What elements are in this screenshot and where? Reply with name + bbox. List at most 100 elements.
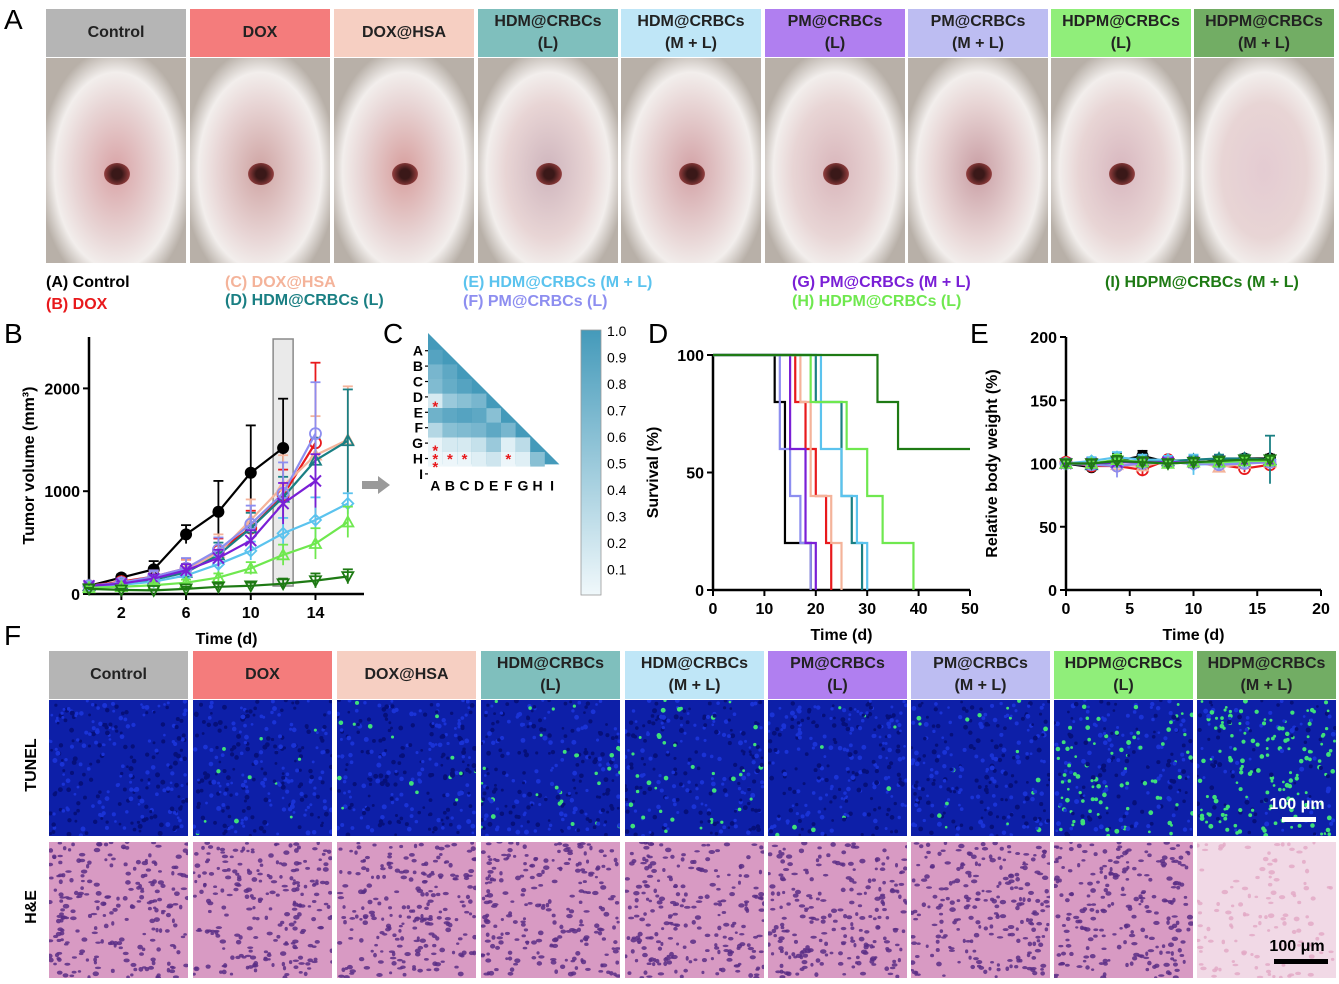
tunel-image-8 (1197, 700, 1336, 836)
x-tick-label: 50 (961, 601, 979, 618)
data-point (244, 466, 257, 479)
col-label: H (532, 477, 542, 493)
heatmap-cell (428, 451, 443, 467)
tunel-image-2 (337, 700, 476, 836)
heatmap-cell (457, 378, 472, 394)
colorbar-tick-label: 0.4 (607, 482, 627, 498)
significance-star: * (447, 451, 453, 468)
data-point (1109, 455, 1125, 469)
header-group-1: DOX (190, 9, 330, 57)
row-label: E (414, 404, 423, 420)
heatmap-cell (457, 393, 472, 409)
y-tick-label: 0 (71, 587, 80, 604)
data-point (211, 581, 226, 595)
header-group-7: HDPM@CRBCs (L) (1051, 9, 1191, 57)
data-point (276, 497, 290, 510)
data-point (1237, 454, 1252, 468)
x-tick-label: 5 (1125, 601, 1134, 618)
row-label: H (413, 451, 423, 467)
significance-star: * (505, 451, 511, 468)
y-tick-label: 0 (695, 583, 704, 600)
header-group-2: DOX@HSA (334, 9, 474, 57)
data-point (243, 560, 258, 574)
survival-curve-E (713, 353, 869, 590)
heatmap-cell (428, 422, 443, 438)
col-label: E (489, 477, 498, 493)
heatmap-cell (457, 437, 472, 452)
he-scale-line (1274, 959, 1328, 964)
significance-star: * (432, 398, 438, 415)
tunel-image-3 (481, 700, 620, 836)
tunel-image-1 (193, 700, 332, 836)
heatmap-cell (457, 451, 472, 467)
survival-curve-C (713, 353, 843, 590)
x-tick-label: 15 (1248, 601, 1266, 618)
data-point (212, 505, 225, 518)
data-point (1058, 458, 1074, 471)
tunel-scale-line (1282, 817, 1316, 822)
data-point (308, 536, 323, 549)
colorbar (580, 329, 602, 596)
heatmap-cell (442, 422, 458, 438)
data-point (114, 584, 129, 598)
col-label: B (445, 477, 455, 493)
header-group-8: HDPM@CRBCs (M + L) (1194, 9, 1334, 57)
survival-curve-H (713, 353, 915, 590)
colorbar-tick-label: 0.6 (607, 429, 627, 445)
x-tick-label: 20 (1312, 601, 1330, 618)
data-point (81, 583, 97, 597)
colorbar-tick-label: 0.9 (607, 350, 627, 366)
histology-header-3: HDM@CRBCs (L) (481, 651, 620, 699)
legend-item-c: (C) DOX@HSA (225, 274, 336, 291)
data-point (340, 514, 355, 528)
heatmap-cell (501, 422, 516, 438)
heatmap-cell (471, 393, 487, 409)
histology-header-0: Control (49, 651, 188, 699)
row-label: C (413, 374, 423, 390)
heatmap-cell (428, 393, 443, 409)
colorbar-tick-label: 0.3 (607, 509, 627, 525)
heatmap-cell (457, 408, 472, 423)
row-label: I (419, 466, 423, 482)
y-tick-label: 2000 (44, 381, 80, 398)
mouse-photo-8 (1194, 58, 1334, 263)
legend-item-a: (A) Control (46, 274, 130, 291)
panel-letter-d: D (648, 318, 669, 349)
legend-item-g: (G) PM@CRBCs (M + L) (792, 274, 971, 291)
data-point (244, 534, 257, 547)
heatmap-cell (457, 422, 472, 438)
y-tick-label: 50 (686, 466, 704, 483)
mouse-photo-3 (478, 58, 618, 263)
heatmap-cell (471, 408, 487, 423)
x-tick-label: 0 (709, 601, 718, 618)
significance-star: * (432, 459, 438, 476)
header-group-6: PM@CRBCs (M + L) (908, 9, 1048, 57)
colorbar-tick-label: 1.0 (607, 323, 627, 339)
x-axis-label: Time (d) (811, 627, 873, 644)
legend-item-b: (B) DOX (46, 296, 108, 313)
heatmap-cell (442, 364, 458, 379)
heatmap-cell (428, 437, 443, 452)
he-image-3 (481, 842, 620, 978)
series-G (82, 453, 322, 592)
panel-letter-e: E (970, 318, 989, 349)
heatmap-cell (515, 437, 531, 452)
heatmap-cell (442, 393, 458, 409)
he-image-5 (768, 842, 907, 978)
data-point (276, 526, 290, 541)
data-point (1262, 454, 1278, 468)
x-tick-label: 10 (1185, 601, 1203, 618)
he-image-1 (193, 842, 332, 978)
col-label: F (504, 477, 513, 493)
heatmap-cell (442, 437, 458, 452)
data-point (308, 513, 323, 527)
data-point (1084, 458, 1099, 471)
col-label: D (474, 477, 484, 493)
data-point (180, 528, 193, 541)
col-label: C (459, 477, 469, 493)
x-tick-label: 20 (807, 601, 825, 618)
row-label-he: H&E (23, 890, 40, 924)
panel-letter-c: C (383, 318, 404, 349)
